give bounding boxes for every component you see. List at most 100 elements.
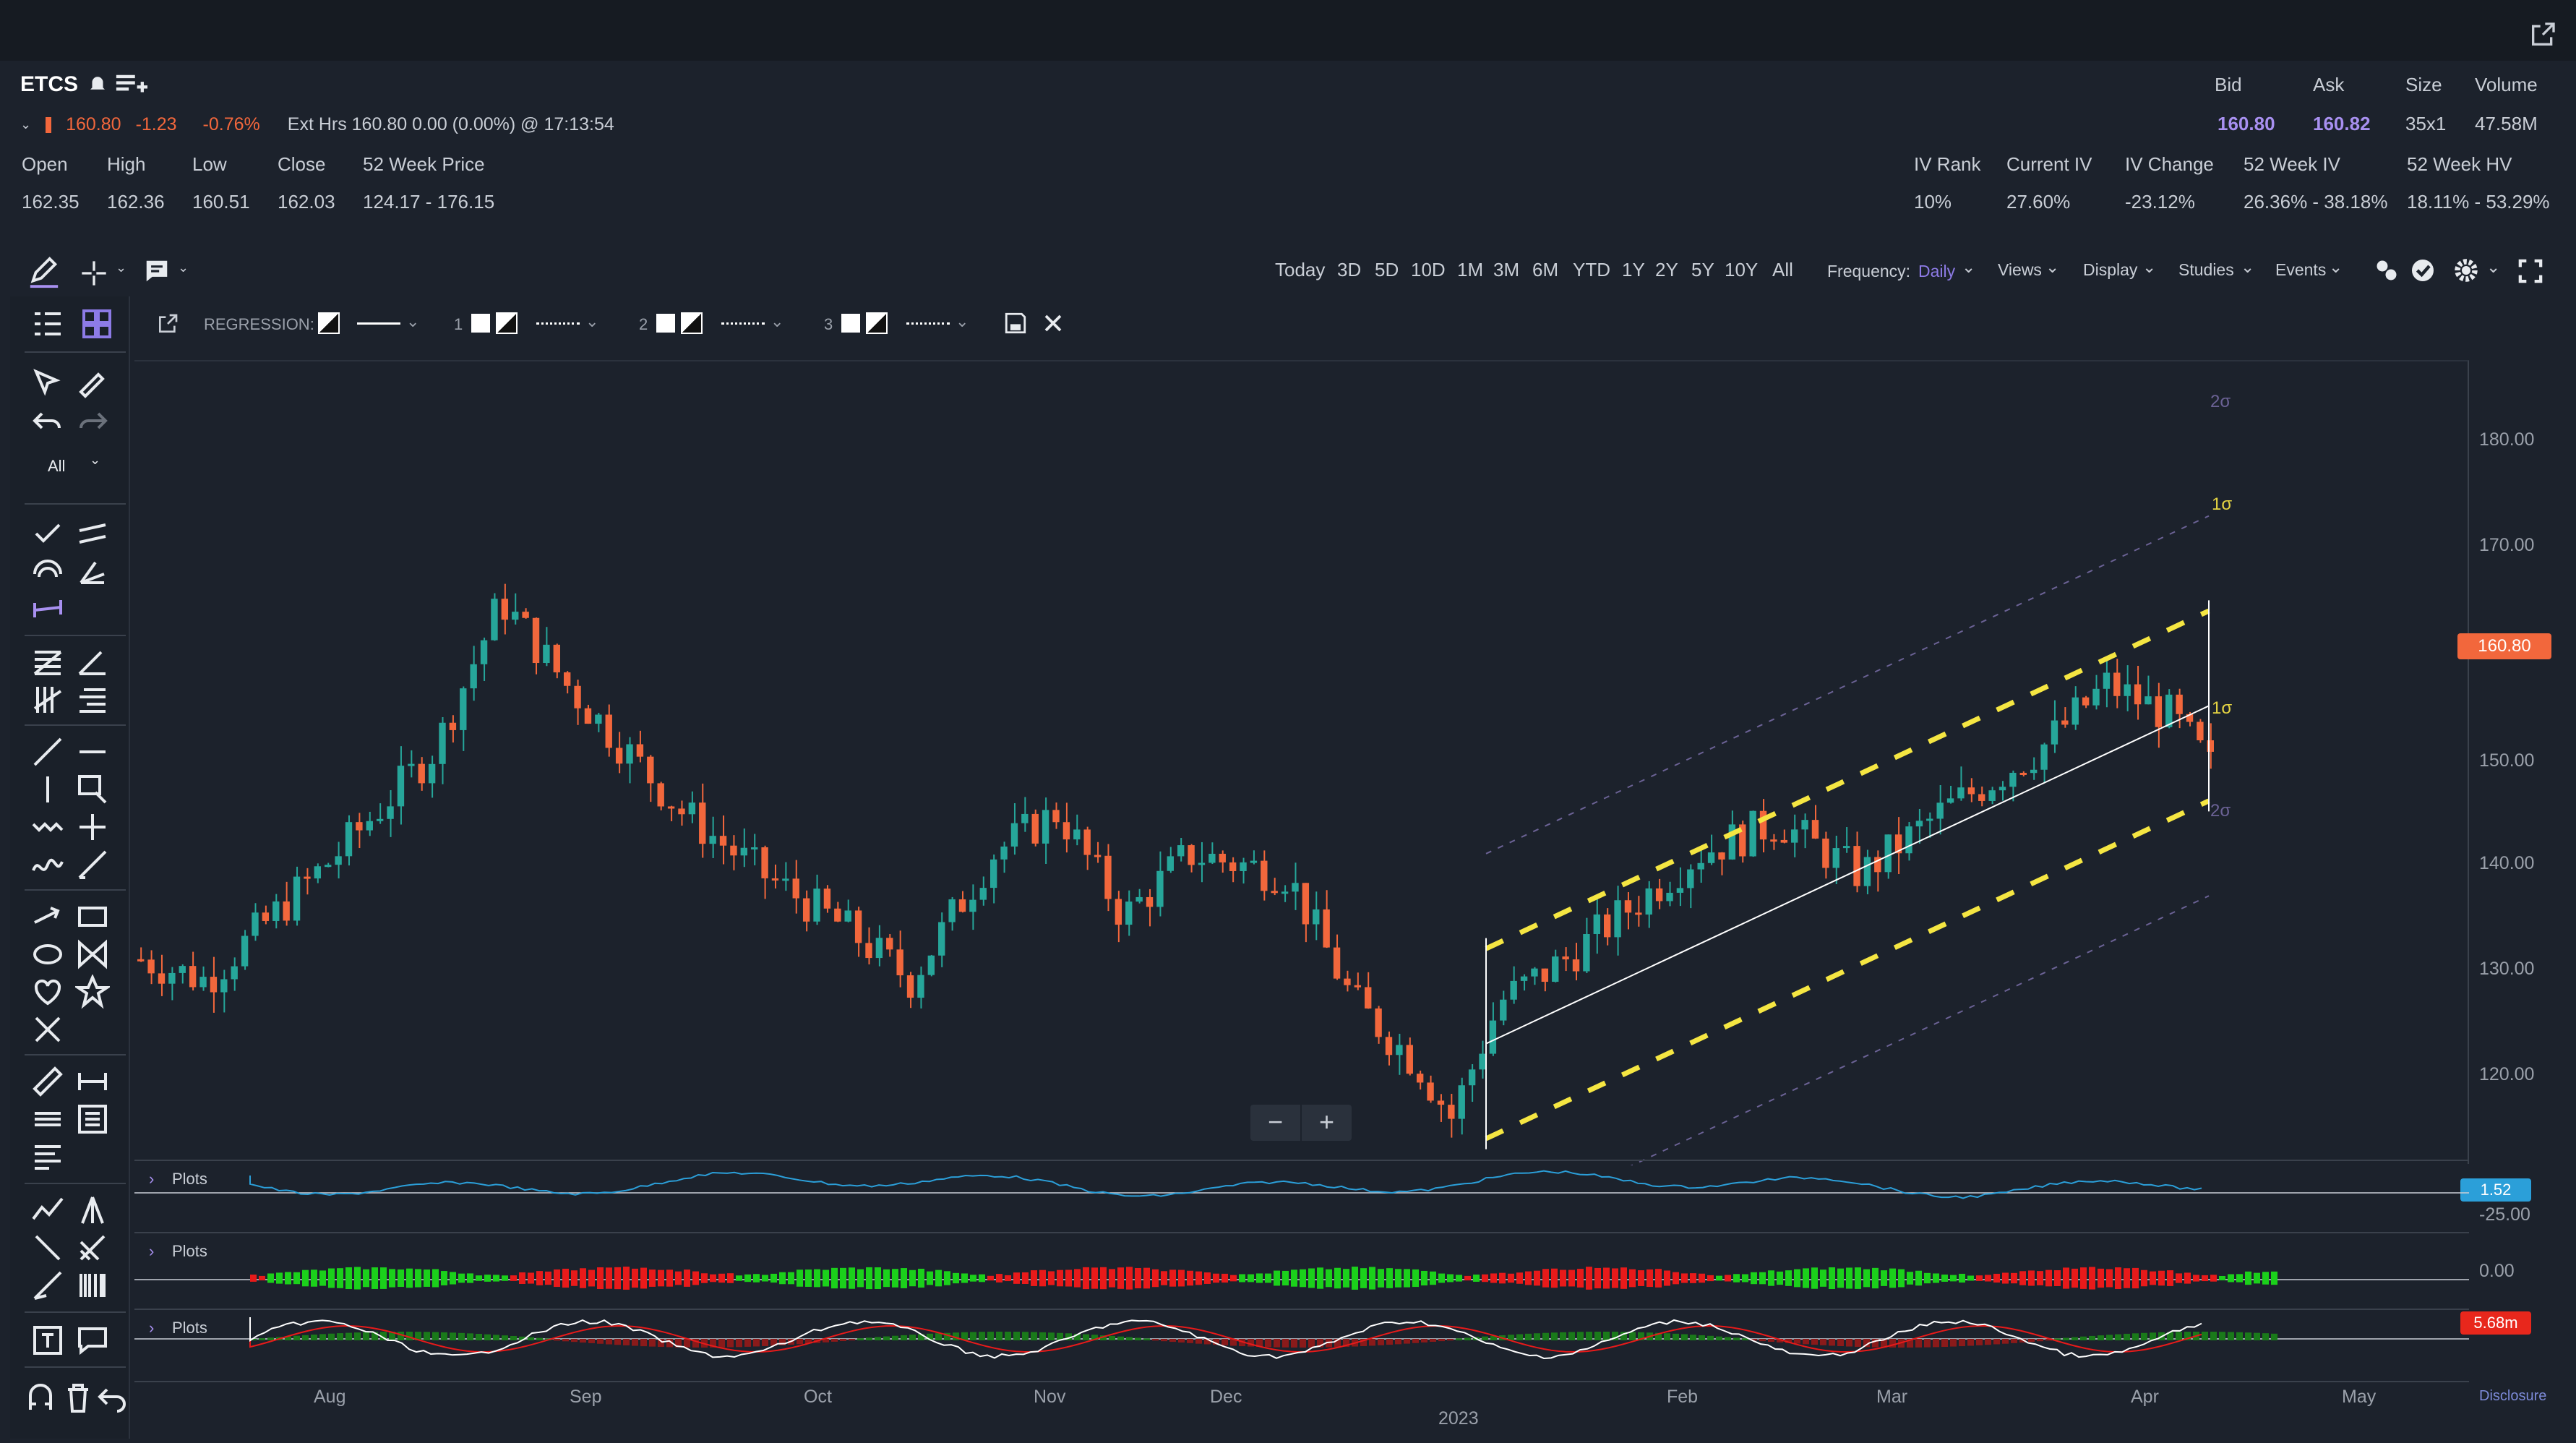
- chevron-right-icon[interactable]: ›: [149, 1319, 155, 1337]
- chevron-down-icon[interactable]: ⌄: [2241, 257, 2255, 276]
- display-menu[interactable]: Display: [2083, 260, 2138, 279]
- horizontal-line-icon[interactable]: [75, 735, 110, 769]
- chevron-down-icon[interactable]: ⌄: [178, 260, 189, 275]
- checkmark-icon[interactable]: [30, 516, 65, 551]
- vertical-line-icon[interactable]: [30, 772, 65, 807]
- pitchfork-icon[interactable]: [75, 1193, 110, 1228]
- candlestick-svg[interactable]: [134, 361, 2469, 1235]
- x-mark-icon[interactable]: [30, 1012, 65, 1047]
- chevron-down-icon[interactable]: ⌄: [770, 312, 784, 330]
- bid-value[interactable]: 160.80: [2217, 113, 2275, 134]
- undo-arrow-icon[interactable]: [95, 1381, 130, 1416]
- range-5y[interactable]: 5Y: [1691, 259, 1714, 281]
- plots-label[interactable]: Plots: [172, 1319, 207, 1337]
- indicator-panel-3[interactable]: › Plots: [134, 1309, 2469, 1381]
- level-1-checkbox[interactable]: [471, 314, 490, 333]
- level-2-style[interactable]: [721, 322, 765, 325]
- chevron-down-icon[interactable]: ⌄: [2142, 257, 2157, 276]
- callout-icon[interactable]: [75, 1323, 110, 1358]
- grid-view-icon[interactable]: [80, 307, 114, 341]
- bowtie-icon[interactable]: [75, 937, 110, 972]
- levels-icon[interactable]: [75, 682, 110, 717]
- regression-channel-icon[interactable]: [30, 591, 65, 626]
- magnet-icon[interactable]: [23, 1381, 58, 1416]
- indicator-panel-2[interactable]: › Plots: [134, 1232, 2469, 1309]
- settings-gear-icon[interactable]: [2453, 257, 2479, 283]
- line-style[interactable]: [357, 322, 400, 325]
- range-5d[interactable]: 5D: [1375, 259, 1399, 281]
- level-3-color[interactable]: [866, 312, 888, 334]
- views-menu[interactable]: Views: [1998, 260, 2042, 279]
- cross-lines-icon[interactable]: [75, 1230, 110, 1265]
- level-1-style[interactable]: [536, 322, 580, 325]
- ray-icon[interactable]: [75, 847, 110, 882]
- range-all[interactable]: All: [1772, 259, 1793, 281]
- range-1y[interactable]: 1Y: [1622, 259, 1645, 281]
- chevron-down-icon[interactable]: ⌄: [90, 453, 101, 467]
- level-3-checkbox[interactable]: [841, 314, 860, 333]
- fibonacci-icon[interactable]: [30, 645, 65, 680]
- heart-icon[interactable]: [30, 975, 65, 1009]
- price-chart[interactable]: [134, 360, 2469, 1235]
- level-3-style[interactable]: [906, 322, 950, 325]
- brush-icon[interactable]: [30, 1268, 65, 1303]
- level-1-color[interactable]: [496, 312, 518, 334]
- undo-icon[interactable]: [30, 405, 65, 440]
- indicator-panel-1[interactable]: › Plots: [134, 1160, 2469, 1232]
- level-2-checkbox[interactable]: [656, 314, 675, 333]
- zoom-out-button[interactable]: −: [1267, 1107, 1284, 1136]
- eraser-icon[interactable]: [75, 366, 110, 401]
- frequency-dropdown[interactable]: Daily: [1918, 262, 1956, 281]
- chevron-down-icon[interactable]: ⌄: [116, 260, 127, 275]
- chevron-down-icon[interactable]: ⌄: [956, 312, 969, 330]
- range-3m[interactable]: 3M: [1493, 259, 1520, 281]
- arc-icon[interactable]: [30, 554, 65, 588]
- range-ytd[interactable]: YTD: [1573, 259, 1610, 281]
- disclosure-link[interactable]: Disclosure: [2479, 1388, 2547, 1404]
- chevron-down-icon[interactable]: ⌄: [2329, 257, 2343, 276]
- note-icon[interactable]: [75, 1102, 110, 1136]
- measure-icon[interactable]: [75, 1064, 110, 1099]
- close-icon[interactable]: [1042, 312, 1064, 334]
- range-10y[interactable]: 10Y: [1725, 259, 1759, 281]
- barcode-icon[interactable]: [75, 1268, 110, 1303]
- symbol[interactable]: ETCS: [20, 72, 79, 96]
- gann-icon[interactable]: [30, 682, 65, 717]
- chevron-down-icon[interactable]: ⌄: [20, 117, 32, 132]
- rectangle-icon[interactable]: [75, 899, 110, 934]
- chevron-down-icon[interactable]: ⌄: [1962, 257, 1976, 276]
- hlines-icon[interactable]: [30, 1102, 65, 1136]
- chevron-down-icon[interactable]: ⌄: [585, 312, 599, 330]
- range-1m[interactable]: 1M: [1457, 259, 1484, 281]
- range-today[interactable]: Today: [1275, 259, 1326, 281]
- range-2y[interactable]: 2Y: [1655, 259, 1678, 281]
- events-menu[interactable]: Events: [2275, 260, 2327, 279]
- draw-pencil-icon[interactable]: [27, 256, 61, 289]
- alert-bell-icon[interactable]: [87, 72, 108, 94]
- save-icon[interactable]: [1003, 311, 1028, 335]
- select-pointer-icon[interactable]: [30, 366, 65, 401]
- link-icon[interactable]: [2374, 257, 2400, 283]
- chevron-down-icon[interactable]: ⌄: [2045, 257, 2060, 276]
- star-icon[interactable]: [75, 975, 110, 1009]
- price-label-icon[interactable]: [75, 772, 110, 807]
- chevron-right-icon[interactable]: ›: [149, 1242, 155, 1260]
- tool-filter[interactable]: All: [48, 457, 66, 475]
- studies-menu[interactable]: Studies: [2178, 260, 2234, 279]
- zigzag-icon[interactable]: [30, 1193, 65, 1228]
- range-3d[interactable]: 3D: [1337, 259, 1362, 281]
- range-6m[interactable]: 6M: [1532, 259, 1559, 281]
- zoom-in-button[interactable]: +: [1300, 1105, 1352, 1141]
- ruler-icon[interactable]: [30, 1064, 65, 1099]
- freehand-icon[interactable]: [30, 847, 65, 882]
- fan-icon[interactable]: [75, 554, 110, 588]
- crosshair-icon[interactable]: [80, 259, 108, 288]
- fullscreen-icon[interactable]: [2518, 259, 2543, 283]
- slash-icon[interactable]: [30, 1230, 65, 1265]
- text-lines-icon[interactable]: [30, 1139, 65, 1174]
- list-view-icon[interactable]: [30, 307, 65, 341]
- level-2-color[interactable]: [681, 312, 703, 334]
- range-10d[interactable]: 10D: [1411, 259, 1446, 281]
- plots-label[interactable]: Plots: [172, 1170, 207, 1188]
- color-swatch[interactable]: [318, 312, 340, 334]
